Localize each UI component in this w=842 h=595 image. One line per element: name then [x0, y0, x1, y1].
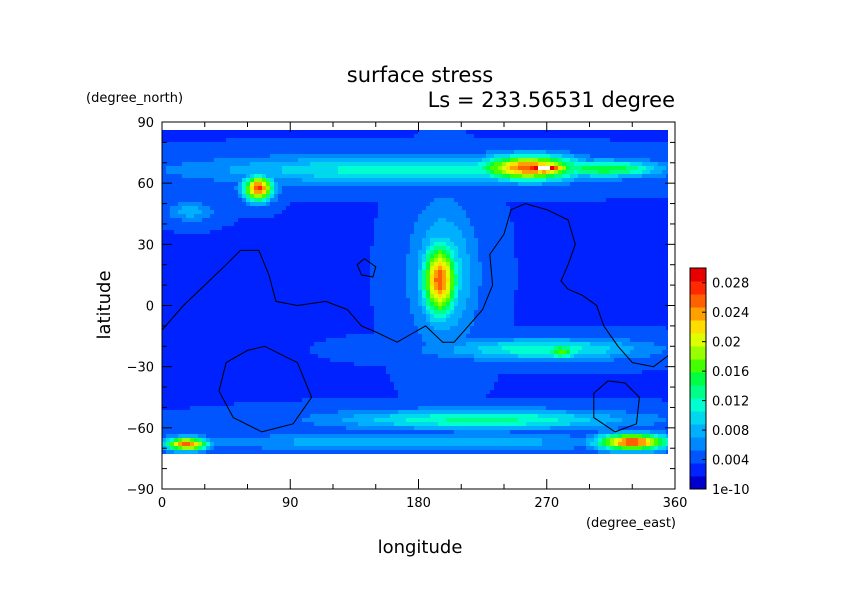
colorbar-swatch: [690, 463, 706, 477]
colorbar-swatch: [690, 437, 706, 451]
x-tick-label: 180: [406, 496, 431, 511]
heatmap-field: [162, 130, 668, 454]
colorbar-swatch: [690, 294, 706, 308]
colorbar-label: 0.024: [712, 306, 749, 321]
y-axis-label: latitude: [94, 270, 115, 339]
x-tick-label: 360: [663, 496, 688, 511]
colorbar-swatch: [690, 411, 706, 425]
colorbar-swatch: [690, 281, 706, 295]
y-tick-label: 30: [137, 238, 154, 253]
colorbar-label: 0.02: [712, 336, 741, 351]
y-tick-label: 0: [146, 300, 154, 315]
colorbar: 0.028 0.024 0.02 0.016 0.012 0.008 0.004 1e-10: [689, 267, 750, 498]
x-unit-label: (degree_east): [586, 516, 676, 531]
colorbar-swatch: [690, 346, 706, 360]
contour-line-0: [162, 203, 668, 368]
colorbar-swatch: [690, 320, 706, 334]
x-axis-ticks: 0 90 180 270 360: [158, 122, 688, 511]
colorbar-swatch: [690, 333, 706, 347]
y-axis-ticks: 90 60 30 0 −30 −60 −90: [127, 116, 675, 498]
y-unit-label: (degree_north): [86, 91, 183, 106]
colorbar-label: 0.012: [712, 395, 749, 410]
y-tick-label: 90: [137, 116, 154, 131]
colorbar-swatch: [690, 359, 706, 373]
colorbar-swatch: [690, 424, 706, 438]
colorbar-swatch: [690, 307, 706, 321]
contour-line-2: [593, 380, 640, 433]
chart-subtitle: Ls = 233.56531 degree: [428, 88, 675, 112]
colorbar-label: 0.028: [712, 277, 749, 292]
colorbar-label: 0.004: [712, 454, 749, 469]
colorbar-swatch: [690, 268, 706, 282]
colorbar-swatch: [690, 385, 706, 399]
x-tick-label: 90: [282, 496, 299, 511]
y-tick-label: 60: [137, 177, 154, 192]
colorbar-label: 0.008: [712, 424, 749, 439]
chart-title: surface stress: [347, 63, 493, 87]
colorbar-swatch: [690, 372, 706, 386]
colorbar-label: 0.016: [712, 365, 749, 380]
y-tick-label: −60: [127, 422, 154, 437]
x-tick-label: 0: [158, 496, 166, 511]
colorbar-label: 1e-10: [712, 483, 750, 498]
y-tick-label: −30: [127, 361, 154, 376]
coastline-contours: [162, 203, 668, 433]
colorbar-swatch: [690, 476, 706, 490]
x-tick-label: 270: [534, 496, 559, 511]
colorbar-swatch: [690, 398, 706, 412]
colorbar-frame: [689, 267, 707, 490]
x-axis-label: longitude: [378, 537, 463, 558]
colorbar-swatch: [690, 450, 706, 464]
y-tick-label: −90: [127, 483, 154, 498]
contour-line-1: [218, 345, 313, 433]
contour-line-3: [356, 258, 377, 278]
